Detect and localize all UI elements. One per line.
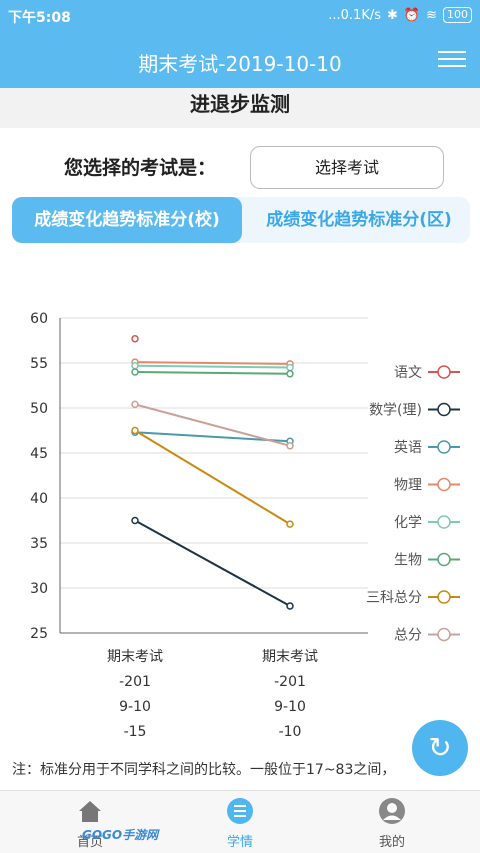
data-point	[131, 334, 139, 343]
data-point	[131, 426, 139, 435]
legend-label: 数学(理)	[369, 403, 422, 419]
refresh-button[interactable]: ↻	[412, 720, 468, 776]
x-tick-label: -201	[119, 674, 151, 690]
legend-marker	[437, 627, 451, 642]
menu-button[interactable]	[438, 46, 466, 72]
data-point	[131, 400, 139, 409]
data-point	[286, 602, 294, 610]
data-point	[131, 368, 139, 376]
data-point	[286, 363, 294, 372]
y-tick-label: 60	[30, 311, 48, 327]
bluetooth-icon: ✱	[387, 7, 398, 23]
status-bar: 下午5:08 ...0.1K/s ✱ ⏰ ≋ 100	[0, 0, 480, 32]
y-tick-label: 50	[30, 401, 48, 417]
series-line	[134, 519, 291, 607]
legend-marker	[437, 477, 451, 492]
trend-chart: 25 30 35 40 45 50 55 60 期末考试 -201 9-10 -15 期末考试 -201 9…	[0, 290, 480, 750]
list-icon	[227, 798, 253, 824]
status-icons: ...0.1K/s ✱ ⏰ ≋ 100	[328, 7, 472, 23]
series-line	[134, 361, 291, 365]
net-speed: ...0.1K/s	[328, 7, 381, 23]
legend-label: 化学	[394, 515, 422, 531]
legend-label: 三科总分	[366, 590, 422, 606]
y-tick-label: 55	[30, 356, 48, 372]
nav-bar: 期末考试-2019-10-10	[0, 32, 480, 88]
tab-school[interactable]: 成绩变化趋势标准分(校)	[12, 197, 242, 243]
x-tick-label: -201	[274, 674, 306, 690]
bottom-nav-study[interactable]: 学情	[190, 797, 290, 850]
user-icon	[379, 798, 405, 824]
status-time: 下午5:08	[8, 10, 71, 26]
x-tick-label: 9-10	[274, 699, 306, 715]
watermark-logo: GOGO手游网	[82, 828, 159, 842]
home-icon	[79, 801, 101, 822]
note-text: 注：标准分用于不同学科之间的比较。一般位于17~83之间，	[12, 762, 396, 778]
y-tick-label: 30	[30, 581, 48, 597]
menu-icon	[438, 51, 466, 53]
data-point	[131, 516, 139, 525]
section-title: 进退步监测	[0, 88, 480, 128]
legend-label: 物理	[394, 478, 422, 494]
page-title: 期末考试-2019-10-10	[138, 52, 342, 76]
series-line	[134, 371, 291, 375]
exam-select-label: 您选择的考试是：	[64, 157, 217, 179]
series-line	[134, 403, 291, 447]
data-point	[286, 370, 294, 378]
tab-district[interactable]: 成绩变化趋势标准分(区)	[266, 210, 452, 230]
legend-marker	[437, 515, 451, 529]
x-tick-label: 9-10	[119, 699, 151, 715]
legend-label: 总分	[394, 628, 422, 644]
legend-marker	[437, 590, 451, 604]
legend-marker	[437, 552, 451, 567]
y-tick-label: 35	[30, 536, 48, 552]
legend-label: 生物	[394, 553, 422, 569]
data-point	[131, 361, 139, 370]
bottom-nav-label: 我的	[378, 835, 405, 850]
bottom-nav-home[interactable]: 首页	[40, 797, 140, 850]
x-tick-label: -15	[124, 724, 147, 740]
y-tick-label: 45	[30, 446, 48, 462]
series-line	[134, 429, 291, 525]
legend-label: 英语	[394, 439, 422, 456]
y-tick-label: 25	[30, 626, 48, 642]
alarm-icon: ⏰	[403, 7, 421, 23]
select-exam-button[interactable]: 选择考试	[250, 146, 444, 189]
legend-marker	[437, 440, 451, 454]
x-tick-label: -10	[279, 724, 302, 740]
trend-chart-svg: 25 30 35 40 45 50 55 60 期末考试 -201 9-10 -15 期末考试 -201 9…	[30, 311, 460, 740]
x-tick-label: 期末考试	[107, 649, 163, 665]
bottom-nav-mine[interactable]: 我的	[342, 797, 442, 850]
bottom-nav: 首页 学情 我的	[0, 790, 480, 853]
data-point	[286, 442, 294, 450]
legend-marker	[437, 402, 451, 417]
bottom-nav-label: 学情	[226, 835, 253, 850]
series-line	[134, 364, 291, 369]
refresh-icon: ↻	[428, 731, 452, 764]
y-tick-label: 40	[30, 491, 48, 507]
legend-marker	[437, 365, 451, 379]
data-point	[286, 520, 294, 528]
battery-icon: 100	[443, 7, 472, 23]
x-tick-label: 期末考试	[262, 649, 318, 665]
tab-bar: 成绩变化趋势标准分(校) 成绩变化趋势标准分(区)	[12, 197, 470, 243]
bottom-nav-label: 首页	[76, 835, 103, 850]
wifi-icon: ≋	[426, 7, 437, 23]
legend-label: 语文	[394, 365, 422, 381]
